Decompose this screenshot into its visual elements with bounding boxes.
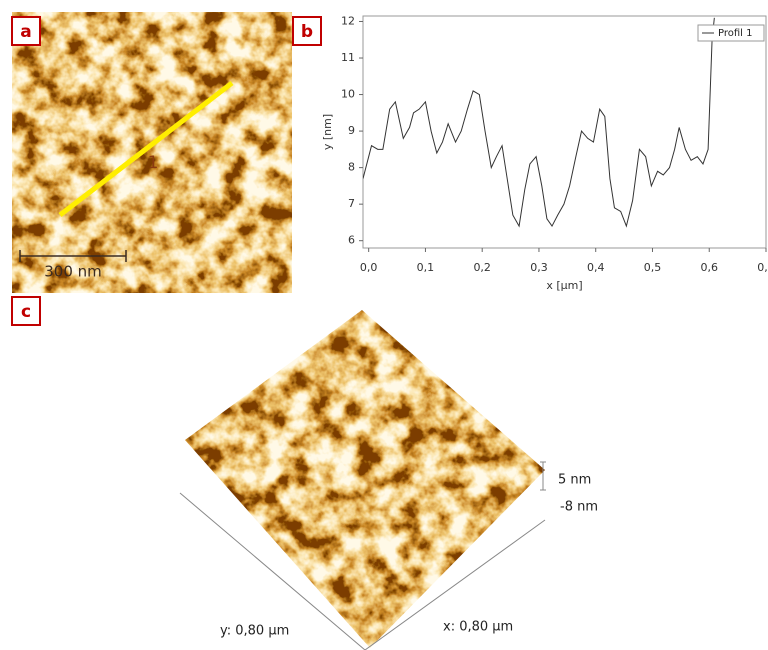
panel-label: b xyxy=(301,22,313,42)
y-tick-label: 8 xyxy=(348,161,355,174)
y-tick-label: 9 xyxy=(348,124,355,137)
z-min-label: -8 nm xyxy=(560,500,598,515)
page: AFM figure {"panels": { "a": {"label": "… xyxy=(0,0,768,650)
legend-label: Profil 1 xyxy=(718,28,752,39)
plot-frame xyxy=(363,16,766,248)
y-axis-label: y [nm] xyxy=(321,114,334,150)
x-tick-label: 0,6 xyxy=(700,261,718,274)
profile-label: 1 xyxy=(148,153,159,173)
y-axis-label: y: 0,80 µm xyxy=(220,624,289,639)
x-tick-label: 0,1 xyxy=(417,261,435,274)
x-tick-label: 0,5 xyxy=(644,261,662,274)
scale-bar-label: 300 nm xyxy=(44,263,102,281)
y-tick-label: 11 xyxy=(341,51,355,64)
x-tick-label: 0,0 xyxy=(360,261,378,274)
x-tick-label: 0,7 xyxy=(757,261,768,274)
panel-label: a xyxy=(20,22,31,42)
figure: 1 300 nm a b 6 7 8 9 10 11 12 0,0 0,1 0,2 0,3 0,4 0,… xyxy=(0,0,768,650)
y-tick-label: 12 xyxy=(341,14,355,27)
x-tick-label: 0,4 xyxy=(587,261,605,274)
x-tick-label: 0,3 xyxy=(530,261,548,274)
z-max-label: 5 nm xyxy=(558,473,591,488)
profile-chart: 6 7 8 9 10 11 12 0,0 0,1 0,2 0,3 0,4 0,5 0,6 0,7 x [µm]… xyxy=(321,14,768,292)
x-axis-label: x: 0,80 µm xyxy=(443,620,513,635)
x-axis-label: x [µm] xyxy=(546,279,582,292)
afm-3d-surface xyxy=(180,305,550,650)
y-tick-label: 6 xyxy=(348,234,355,247)
profile-line xyxy=(363,18,714,226)
y-tick-label: 10 xyxy=(341,88,355,101)
y-tick-label: 7 xyxy=(348,197,355,210)
body: 1 300 nm a b 6 7 8 9 10 11 12 0,0 0,1 0,2 0,3 0,4 0,… xyxy=(0,0,768,650)
x-tick-label: 0,2 xyxy=(473,261,491,274)
panel-label: c xyxy=(21,302,31,322)
